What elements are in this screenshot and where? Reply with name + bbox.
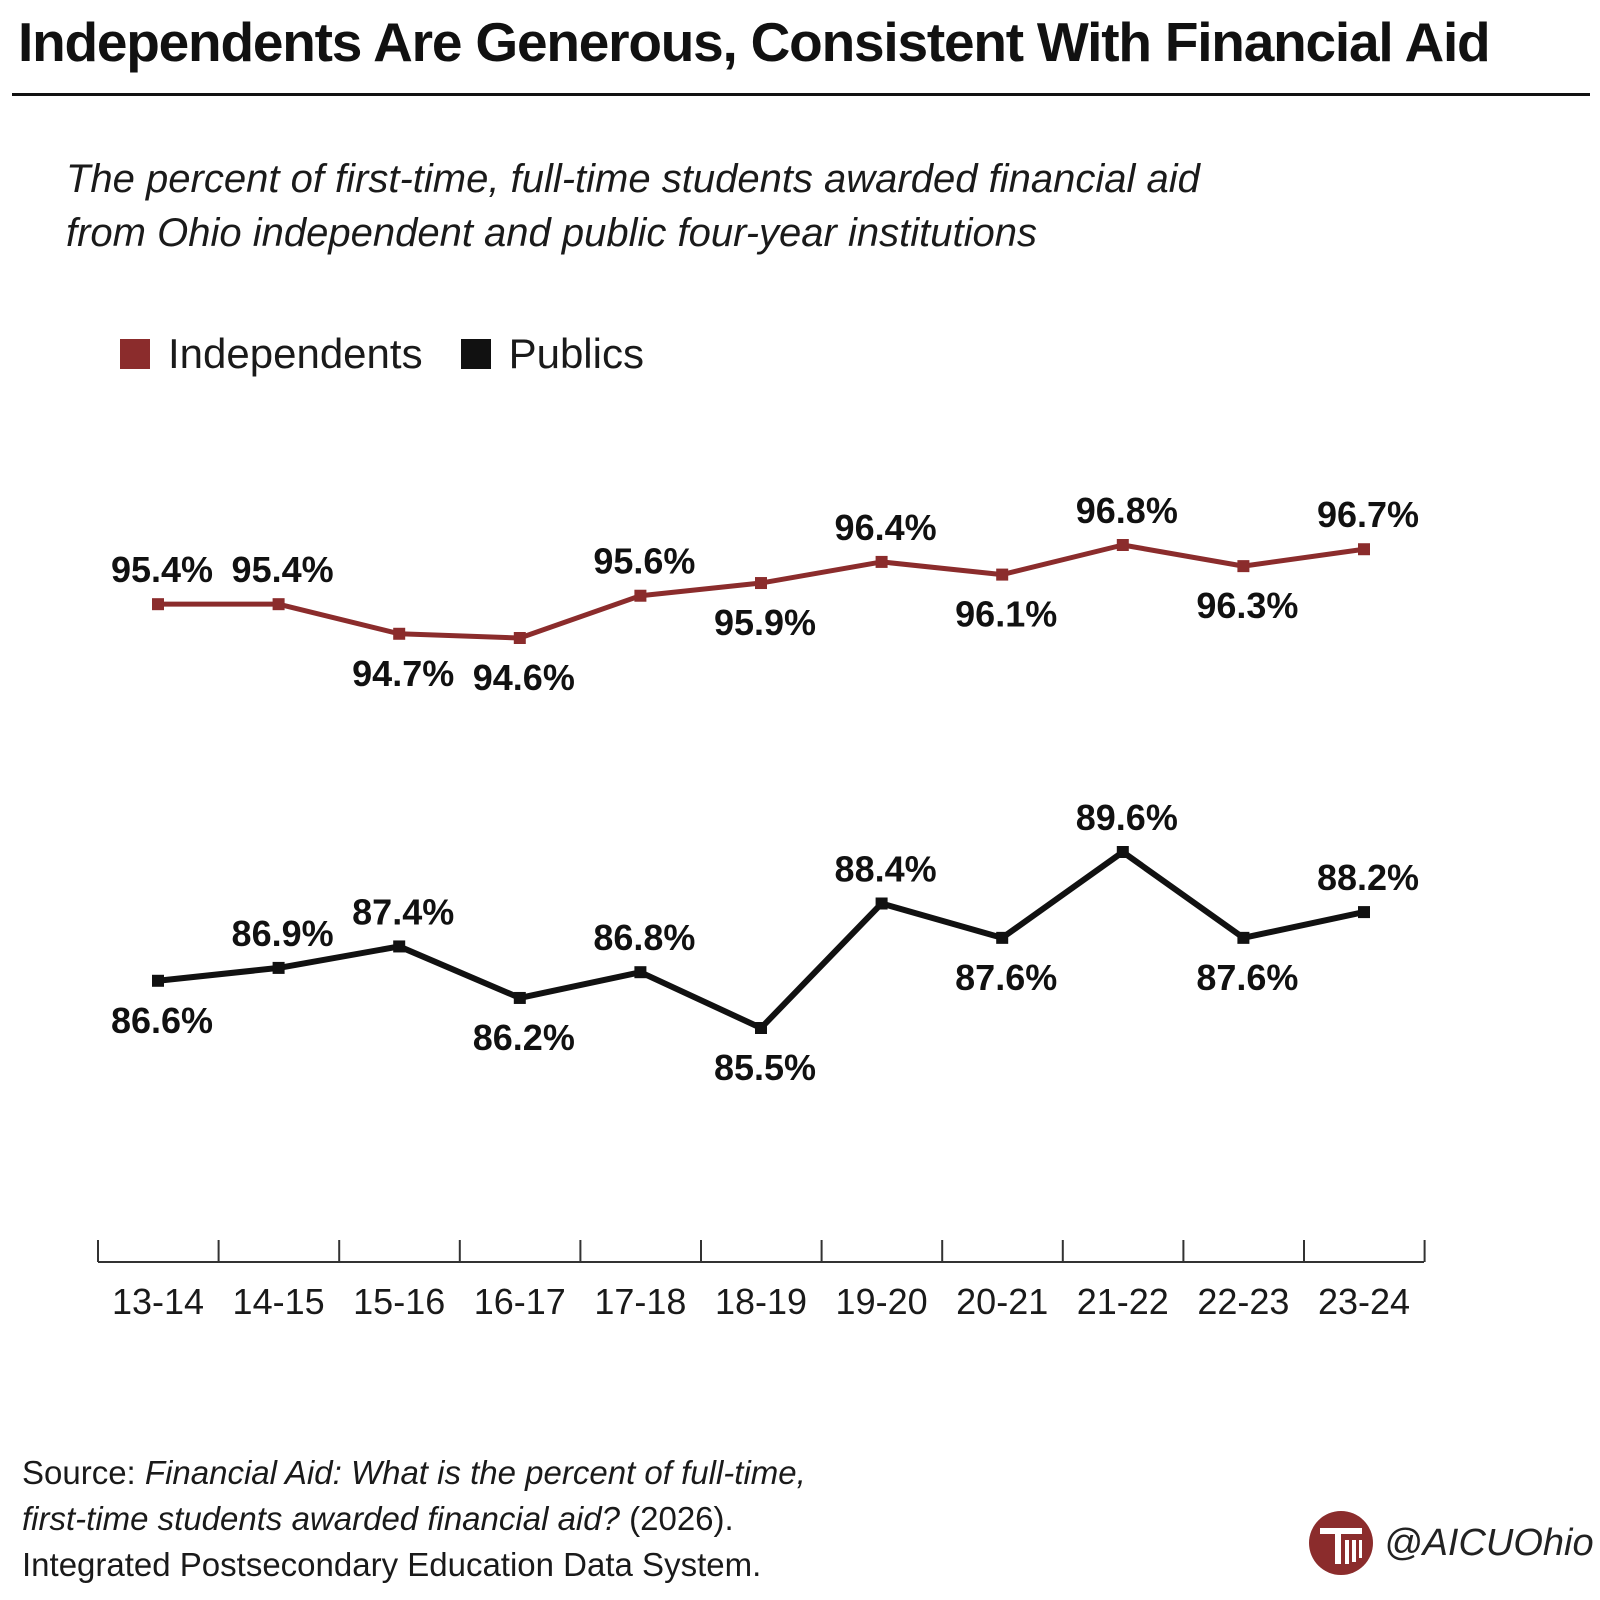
x-tick-label: 17-18 — [594, 1281, 686, 1322]
x-tick-label: 15-16 — [353, 1281, 445, 1322]
branding: @AICUOhio — [1308, 1510, 1594, 1576]
legend-label-independents: Independents — [168, 330, 423, 377]
x-tick-label: 21-22 — [1077, 1281, 1169, 1322]
data-point-independents — [755, 577, 767, 590]
title-divider — [12, 93, 1590, 96]
data-point-independents — [272, 598, 285, 611]
data-point-publics — [513, 991, 526, 1004]
x-tick-label: 19-20 — [836, 1281, 928, 1322]
line-chart: 13-14 14-15 15-16 16-17 17-18 18-19 19-20 20-21… — [97, 490, 1426, 1322]
data-label-independents: 94.6% — [473, 657, 575, 698]
source-note: Source: Financial Aid: What is the perce… — [22, 1450, 806, 1588]
data-point-publics — [272, 961, 285, 974]
data-point-independents — [996, 568, 1009, 581]
chart-title: Independents Are Generous, Consistent Wi… — [18, 11, 1491, 73]
data-point-publics — [1358, 906, 1370, 919]
data-label-independents: 96.8% — [1076, 490, 1178, 531]
x-tick-label: 23-24 — [1318, 1281, 1410, 1322]
data-label-publics: 86.2% — [473, 1017, 575, 1058]
data-point-publics — [393, 940, 406, 953]
legend-label-publics: Publics — [508, 330, 644, 377]
x-tick-label: 16-17 — [474, 1281, 566, 1322]
legend-swatch-publics — [460, 339, 491, 369]
data-label-independents: 95.4% — [232, 549, 334, 590]
data-label-publics: 89.6% — [1076, 797, 1178, 838]
data-point-publics — [634, 966, 647, 979]
source-title-line-1: Financial Aid: What is the percent of fu… — [144, 1454, 806, 1491]
x-tick-label: 18-19 — [715, 1281, 807, 1322]
x-tick-label: 14-15 — [233, 1281, 325, 1322]
data-label-independents: 95.9% — [714, 602, 816, 643]
data-label-independents: 96.1% — [955, 594, 1057, 635]
data-label-publics: 87.4% — [352, 891, 454, 932]
data-point-independents — [875, 555, 888, 568]
x-tick-label: 20-21 — [956, 1281, 1048, 1322]
data-label-independents: 96.7% — [1317, 494, 1419, 535]
data-label-publics: 88.2% — [1317, 857, 1419, 898]
source-prefix: Source: — [22, 1454, 145, 1491]
data-point-independents — [1358, 543, 1370, 556]
x-tick-label: 22-23 — [1197, 1281, 1289, 1322]
data-label-independents: 95.4% — [111, 549, 213, 590]
data-point-independents — [513, 632, 526, 644]
data-point-independents — [1237, 560, 1250, 573]
data-point-publics — [1116, 846, 1129, 858]
data-label-publics: 86.6% — [111, 1000, 213, 1041]
aicu-ohio-logo-icon — [1309, 1511, 1373, 1575]
data-label-publics: 88.4% — [835, 849, 937, 890]
legend-swatch-independents — [120, 339, 150, 369]
series-line-publics — [157, 849, 1365, 1031]
legend-item-independents: Independents — [120, 330, 423, 378]
data-label-independents: 96.3% — [1196, 585, 1298, 626]
data-label-publics: 86.9% — [232, 913, 334, 954]
data-label-publics: 87.6% — [955, 957, 1057, 998]
data-label-publics: 86.8% — [593, 917, 695, 958]
source-year: (2026). — [619, 1500, 734, 1537]
data-label-independents: 94.7% — [352, 653, 454, 694]
data-label-publics: 87.6% — [1196, 957, 1298, 998]
data-point-publics — [755, 1022, 767, 1034]
legend-item-publics: Publics — [460, 330, 644, 378]
data-label-publics: 85.5% — [714, 1047, 816, 1088]
data-point-publics — [152, 974, 164, 987]
data-label-independents: 95.6% — [593, 541, 695, 582]
data-point-independents — [393, 627, 406, 640]
social-handle: @AICUOhio — [1384, 1521, 1594, 1564]
data-point-independents — [152, 598, 164, 611]
data-point-publics — [996, 931, 1009, 944]
source-publisher: Integrated Postsecondary Education Data … — [22, 1546, 762, 1583]
source-title-line-2: first-time students awarded financial ai… — [22, 1500, 620, 1537]
legend: Independents Publics — [120, 330, 682, 378]
data-point-publics — [875, 897, 888, 910]
data-point-independents — [1116, 539, 1129, 551]
chart-subtitle: The percent of first-time, full-time stu… — [66, 157, 1200, 255]
data-label-independents: 96.4% — [835, 507, 937, 548]
data-point-independents — [634, 589, 647, 602]
data-point-publics — [1237, 931, 1250, 944]
x-tick-label: 13-14 — [112, 1281, 204, 1322]
